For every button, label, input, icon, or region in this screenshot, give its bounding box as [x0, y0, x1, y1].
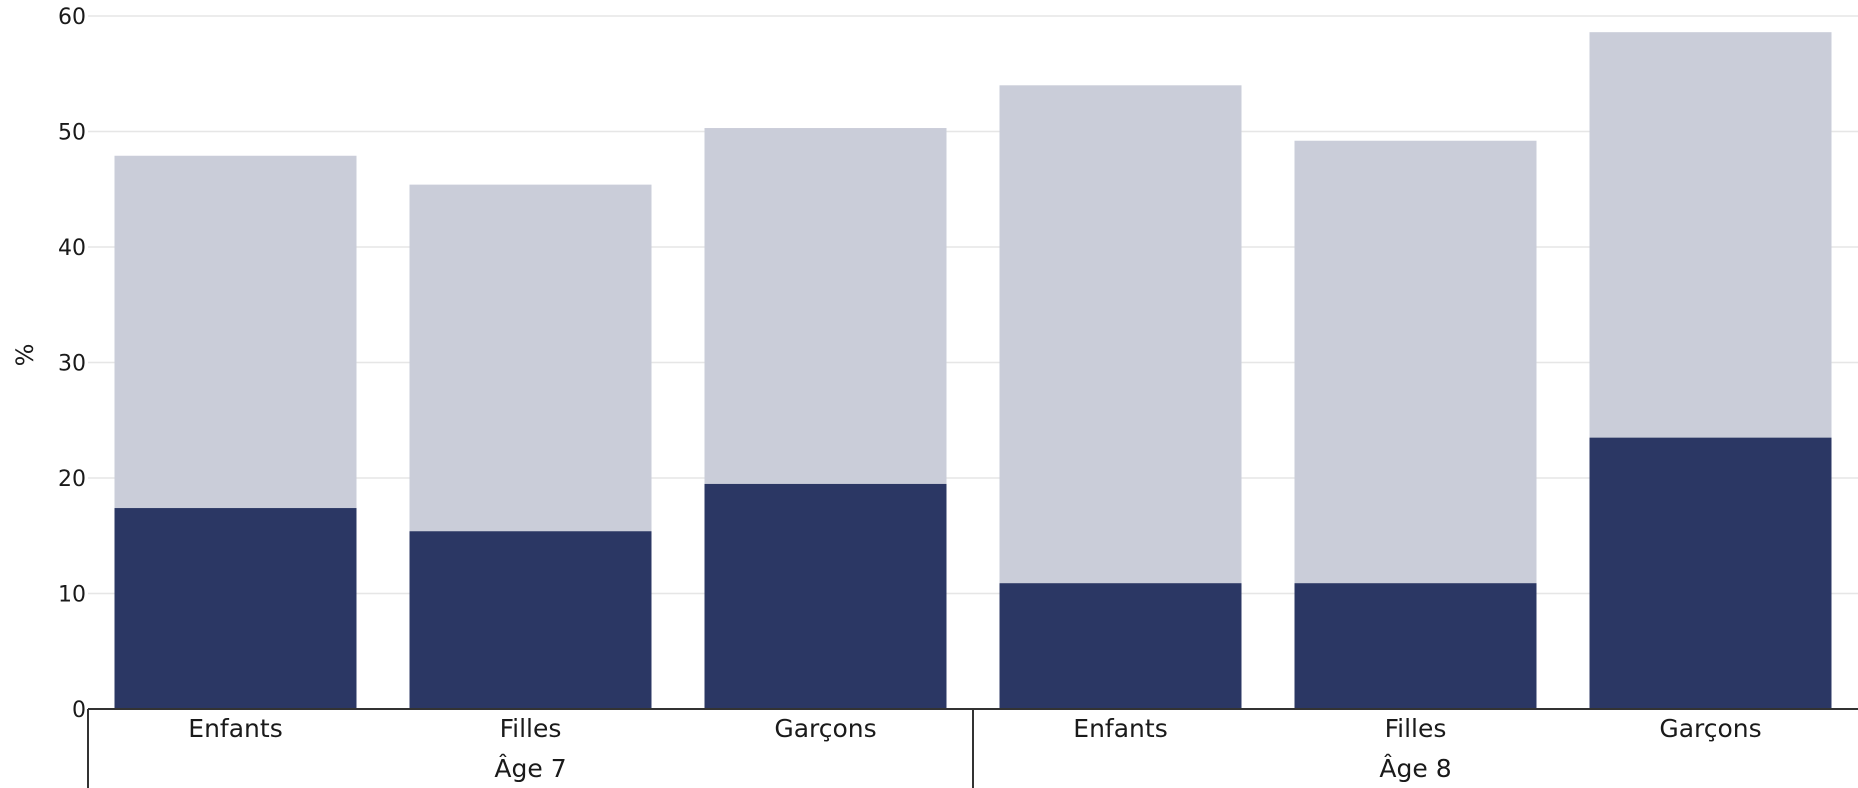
y-tick-label: 30: [58, 352, 86, 377]
bar-segment-1: [1589, 437, 1832, 709]
y-axis-title: %: [11, 344, 39, 367]
category-label: Filles: [1385, 714, 1447, 743]
bar-segment-2: [114, 155, 357, 509]
bars: [114, 32, 1832, 709]
y-tick-label: 10: [58, 583, 86, 608]
bar-segment-1: [114, 508, 357, 709]
y-tick-label: 40: [58, 236, 86, 261]
y-axis-ticks: 0 10 20 30 40 50 60: [58, 5, 86, 723]
bar-segment-1: [1294, 583, 1537, 709]
x-axis: Enfants Filles Garçons Enfants Filles Garçons…: [87, 708, 1858, 788]
category-label: Enfants: [188, 714, 282, 743]
bar-segment-1: [409, 531, 652, 709]
bar-segment-2: [1294, 140, 1537, 584]
y-tick-label: 50: [58, 121, 86, 146]
y-tick-label: 60: [58, 5, 86, 30]
y-tick-label: 20: [58, 467, 86, 492]
bar-segment-1: [704, 483, 947, 709]
group-label: Âge 7: [494, 754, 566, 783]
bar-segment-2: [1589, 32, 1832, 438]
bar-segment-2: [704, 128, 947, 484]
gridlines: [88, 15, 1858, 595]
bar-segment-1: [999, 583, 1242, 709]
group-label: Âge 8: [1379, 754, 1451, 783]
category-label: Filles: [500, 714, 562, 743]
bar-segment-2: [409, 184, 652, 532]
category-label: Garçons: [1659, 714, 1761, 743]
category-label: Enfants: [1073, 714, 1167, 743]
category-label: Garçons: [774, 714, 876, 743]
bar-segment-2: [999, 85, 1242, 584]
y-tick-label: 0: [72, 698, 86, 723]
